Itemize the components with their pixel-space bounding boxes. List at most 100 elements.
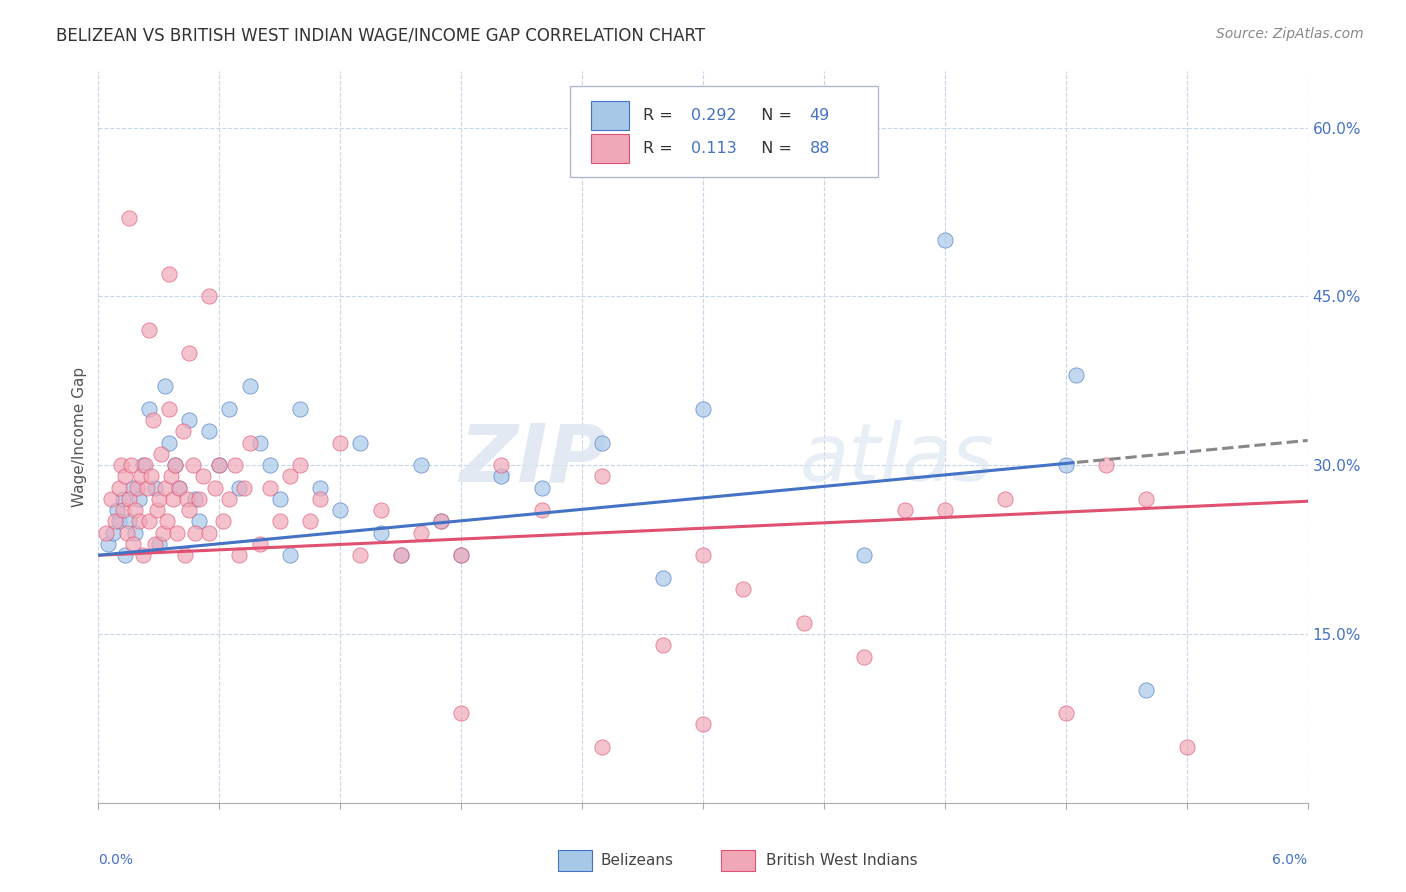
Point: [153, 481, 176, 495]
Text: R =: R =: [643, 141, 682, 156]
Text: 6.0%: 6.0%: [1272, 854, 1308, 867]
Point: [107, 481, 129, 495]
Text: 0.0%: 0.0%: [98, 854, 134, 867]
Point: [530, 503, 553, 517]
Point: [651, 571, 673, 585]
Point: [107, 515, 129, 529]
Point: [110, 458, 132, 473]
Point: [138, 515, 160, 529]
Point: [1054, 458, 1077, 473]
Point: [125, 481, 148, 495]
Point: [994, 491, 1017, 506]
Point: [157, 267, 180, 281]
Point: [111, 491, 134, 506]
Point: [934, 233, 956, 247]
Point: [166, 525, 188, 540]
Point: [176, 491, 198, 506]
Point: [249, 435, 271, 450]
Point: [430, 515, 453, 529]
Point: [121, 537, 143, 551]
Point: [172, 425, 194, 439]
Point: [120, 458, 142, 473]
Point: [651, 638, 673, 652]
Point: [278, 548, 301, 562]
Point: [409, 458, 432, 473]
Text: 49: 49: [810, 108, 830, 123]
Point: [129, 469, 152, 483]
Point: [224, 458, 246, 473]
Point: [218, 491, 240, 506]
Point: [1175, 739, 1198, 754]
Point: [105, 503, 128, 517]
Point: [143, 537, 166, 551]
Text: BELIZEAN VS BRITISH WEST INDIAN WAGE/INCOME GAP CORRELATION CHART: BELIZEAN VS BRITISH WEST INDIAN WAGE/INC…: [56, 27, 706, 45]
Point: [288, 458, 311, 473]
Point: [148, 491, 170, 506]
Point: [143, 481, 166, 495]
Point: [97, 537, 120, 551]
Point: [118, 515, 141, 529]
Point: [160, 469, 183, 483]
Point: [491, 469, 513, 483]
Point: [162, 491, 184, 506]
Point: [163, 458, 186, 473]
Point: [1135, 683, 1157, 698]
Point: [249, 537, 271, 551]
Point: [124, 525, 146, 540]
Point: [349, 435, 371, 450]
Point: [132, 458, 155, 473]
Point: [853, 548, 876, 562]
Point: [793, 615, 815, 630]
Point: [591, 435, 613, 450]
Point: [174, 548, 197, 562]
Point: [198, 289, 221, 303]
Point: [114, 548, 136, 562]
Bar: [591, 101, 630, 130]
Point: [101, 525, 124, 540]
Point: [370, 503, 392, 517]
Point: [188, 491, 211, 506]
Point: [114, 469, 136, 483]
Point: [692, 717, 714, 731]
Point: [259, 458, 281, 473]
Point: [103, 515, 125, 529]
Point: [142, 413, 165, 427]
FancyBboxPatch shape: [569, 86, 879, 178]
Point: [239, 379, 262, 393]
Point: [228, 481, 250, 495]
Text: atlas: atlas: [800, 420, 994, 498]
Point: [1064, 368, 1087, 383]
Point: [118, 491, 141, 506]
Point: [138, 323, 160, 337]
Point: [96, 525, 118, 540]
Point: [139, 469, 162, 483]
Point: [121, 481, 143, 495]
Point: [218, 401, 240, 416]
Point: [100, 491, 122, 506]
Point: [188, 515, 211, 529]
Point: [198, 525, 221, 540]
Text: 0.292: 0.292: [690, 108, 737, 123]
Point: [149, 447, 172, 461]
Point: [450, 548, 472, 562]
Text: British West Indians: British West Indians: [766, 853, 918, 868]
Bar: [558, 850, 592, 871]
Point: [409, 525, 432, 540]
Point: [115, 525, 138, 540]
Point: [450, 548, 472, 562]
Point: [148, 537, 170, 551]
Point: [163, 458, 186, 473]
Point: [198, 425, 221, 439]
Point: [430, 515, 453, 529]
Point: [167, 481, 190, 495]
Point: [204, 481, 226, 495]
Point: [184, 525, 207, 540]
Point: [111, 503, 134, 517]
Text: 88: 88: [810, 141, 830, 156]
Point: [135, 481, 157, 495]
Point: [259, 481, 281, 495]
Point: [179, 503, 201, 517]
Point: [184, 491, 207, 506]
Point: [228, 548, 250, 562]
Point: [167, 481, 190, 495]
